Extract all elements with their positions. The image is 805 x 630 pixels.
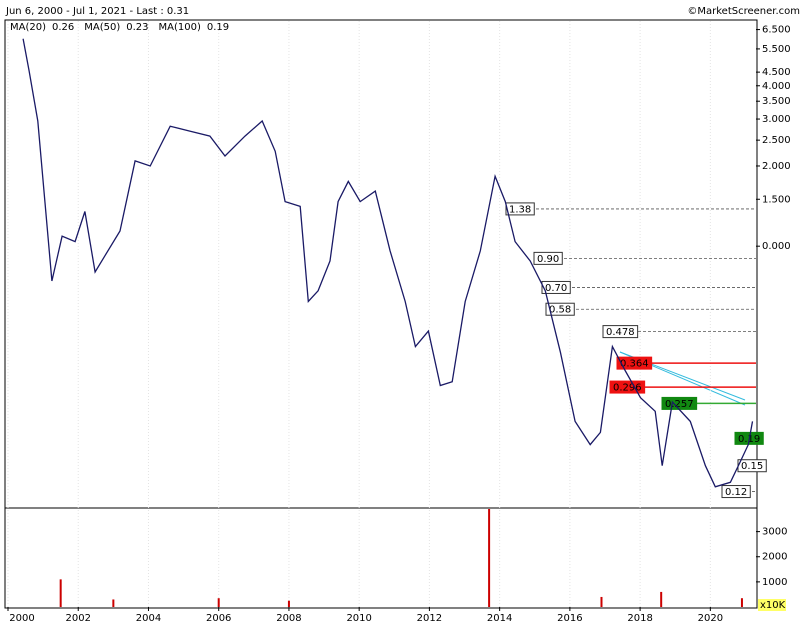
level-label: 0.364 <box>620 359 649 370</box>
y-tick-label: 4.000 <box>762 81 791 92</box>
level-label: 0.58 <box>549 305 571 316</box>
legend-value: 0.19 <box>207 22 229 33</box>
y-tick-label: 0.000 <box>762 241 791 252</box>
level-label: 0.478 <box>606 327 635 338</box>
volume-tick-label: 2000 <box>762 552 787 563</box>
volume-panel <box>4 507 758 609</box>
level-label: 1.38 <box>509 204 531 215</box>
x-tick-label: 2002 <box>66 613 91 624</box>
x-tick-label: 2004 <box>136 613 161 624</box>
y-tick-label: 2.000 <box>762 161 791 172</box>
legend-name: MA(20) <box>10 22 46 33</box>
level-label: 0.296 <box>613 383 642 394</box>
y-tick-label: 3.000 <box>762 114 791 125</box>
level-box <box>721 485 751 499</box>
level-box <box>545 302 575 316</box>
level-label: 0.12 <box>725 487 747 498</box>
legend-name: MA(100) <box>159 22 201 33</box>
level-box <box>533 251 563 265</box>
x-tick-label: 2006 <box>206 613 231 624</box>
level-label: 0.70 <box>545 283 567 294</box>
y-tick-label: 4.500 <box>762 67 791 78</box>
level-label: 0.90 <box>537 254 559 265</box>
price-line <box>22 38 754 488</box>
level-box <box>602 325 639 339</box>
legend-value: 0.26 <box>52 22 74 33</box>
x-tick-label: 2020 <box>698 613 723 624</box>
volume-bar <box>59 579 62 607</box>
level-box <box>505 202 535 216</box>
volume-bar <box>600 596 603 607</box>
volume-bar <box>660 591 663 607</box>
y-tick-label: 3.500 <box>762 96 791 107</box>
level-label: 0.15 <box>741 461 763 472</box>
x-tick-label: 2014 <box>487 613 512 624</box>
x-tick-label: 2018 <box>627 613 652 624</box>
volume-tick-label: 3000 <box>762 527 787 538</box>
volume-tick-label: 1000 <box>762 577 787 588</box>
chart-title: Jun 6, 2000 - Jul 1, 2021 - Last : 0.31 <box>5 6 189 17</box>
unit-box <box>758 599 786 611</box>
x-tick-label: 2008 <box>276 613 301 624</box>
source: ©MarketScreener.com <box>687 6 800 17</box>
legend-name: MA(50) <box>84 22 120 33</box>
y-tick-label: 5.500 <box>762 44 791 55</box>
y-tick-label: 2.500 <box>762 135 791 146</box>
x-tick-label: 2000 <box>9 613 34 624</box>
x-tick-label: 2016 <box>557 613 582 624</box>
volume-bar <box>740 598 743 607</box>
volume-bar <box>112 599 115 607</box>
level-box <box>541 280 571 294</box>
x-tick-label: 2012 <box>417 613 442 624</box>
level-box <box>616 356 653 370</box>
y-tick-label: 6.500 <box>762 25 791 36</box>
legend-value: 0.23 <box>126 22 148 33</box>
volume-bar <box>488 509 491 607</box>
volume-bar <box>287 600 290 607</box>
volume-unit: x10K <box>760 600 786 611</box>
level-label: 0.257 <box>665 399 694 410</box>
x-tick-label: 2010 <box>346 613 371 624</box>
y-tick-label: 1.500 <box>762 194 791 205</box>
volume-bar <box>217 598 220 607</box>
